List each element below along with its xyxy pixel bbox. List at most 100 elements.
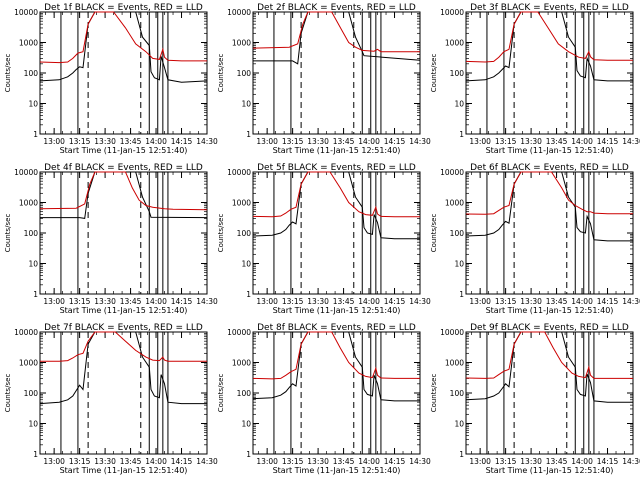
x-tick-label: 13:15	[69, 457, 91, 466]
x-tick-label: 13:45	[546, 297, 568, 306]
y-axis-label: Counts/sec	[4, 54, 12, 93]
y-tick-label: 10000	[227, 168, 251, 177]
x-tick-label: 13:15	[282, 457, 304, 466]
x-tick-label: 13:00	[43, 137, 65, 146]
plot-frame	[252, 331, 421, 455]
plot-frame	[252, 171, 421, 295]
series-line-lld	[40, 331, 207, 362]
x-tick-label: 13:45	[546, 137, 568, 146]
y-tick-label: 1	[33, 290, 38, 299]
y-tick-label: 1	[459, 290, 464, 299]
y-tick-label: 1	[33, 450, 38, 459]
panel-det-5: 1 10 100 1000 10000 13:00 13:15 13:30 13:45 14:00…	[217, 163, 431, 315]
x-tick-label: 14:00	[571, 297, 593, 306]
x-tick-label: 13:45	[333, 137, 355, 146]
series-line-events	[465, 171, 633, 242]
panel-title: Det 8f BLACK = Events, RED = LLD	[257, 323, 416, 333]
y-tick-label: 1	[246, 130, 251, 139]
x-tick-label: 13:15	[282, 297, 304, 306]
series-line-lld	[252, 331, 420, 380]
x-tick-label: 14:15	[384, 457, 406, 466]
x-tick-label: 13:45	[546, 457, 568, 466]
x-tick-label: 13:30	[94, 137, 116, 146]
y-tick-label: 100	[24, 229, 39, 238]
y-axis-label: Counts/sec	[430, 54, 438, 93]
x-tick-label: 13:00	[469, 137, 491, 146]
x-tick-label: 13:45	[120, 457, 142, 466]
panel-det-9: 1 10 100 1000 10000 13:00 13:15 13:30 13:45 14:00…	[430, 323, 640, 475]
plot-frame	[39, 171, 208, 295]
y-axis-label: Counts/sec	[217, 54, 225, 93]
x-tick-label: 14:00	[571, 457, 593, 466]
y-tick-label: 10	[454, 420, 464, 429]
x-tick-label: 13:30	[94, 457, 116, 466]
plot-frame	[39, 331, 208, 455]
panel-det-3: 1 10 100 1000 10000 13:00 13:15 13:30 13:45 14:00…	[430, 3, 640, 155]
y-tick-label: 100	[450, 69, 465, 78]
x-tick-label: 14:00	[358, 457, 380, 466]
x-tick-label: 13:30	[307, 457, 329, 466]
x-tick-label: 14:30	[409, 137, 431, 146]
series-line-events	[39, 11, 208, 83]
y-tick-label: 100	[237, 229, 252, 238]
x-tick-label: 13:30	[307, 137, 329, 146]
y-tick-label: 10	[454, 100, 464, 109]
x-tick-label: 13:30	[94, 297, 116, 306]
y-tick-label: 100	[450, 389, 465, 398]
x-tick-label: 14:30	[409, 297, 431, 306]
panel-det-1: 1 10 100 1000 10000 13:00 13:15 13:30 13:45 14:00…	[4, 3, 218, 155]
series-line-events	[465, 11, 633, 82]
x-axis-label: Start Time (11-Jan-15 12:51:40)	[486, 146, 614, 155]
y-tick-label: 10	[241, 100, 251, 109]
panel-det-2: 1 10 100 1000 10000 13:00 13:15 13:30 13:45 14:00…	[217, 3, 431, 155]
y-tick-label: 1000	[232, 359, 251, 368]
x-tick-label: 13:00	[256, 137, 278, 146]
series-line-events	[465, 331, 633, 403]
y-tick-label: 10	[28, 100, 38, 109]
x-axis-label: Start Time (11-Jan-15 12:51:40)	[273, 146, 401, 155]
x-tick-label: 13:00	[256, 297, 278, 306]
x-tick-label: 14:15	[384, 297, 406, 306]
y-tick-label: 1	[33, 130, 38, 139]
y-tick-label: 1000	[232, 39, 251, 48]
panel-det-8: 1 10 100 1000 10000 13:00 13:15 13:30 13:45 14:00…	[217, 323, 431, 475]
series-line-events	[39, 331, 207, 405]
x-tick-label: 13:45	[333, 457, 355, 466]
panel-det-4: 1 10 100 1000 10000 13:00 13:15 13:30 13:45 14:00…	[4, 163, 218, 315]
series-line-lld	[39, 11, 207, 64]
y-axis-label: Counts/sec	[430, 214, 438, 253]
x-tick-label: 13:30	[307, 297, 329, 306]
y-tick-label: 100	[237, 69, 252, 78]
x-tick-label: 13:00	[256, 457, 278, 466]
series-line-lld	[252, 11, 420, 53]
y-tick-label: 1	[246, 290, 251, 299]
x-tick-label: 13:30	[520, 457, 542, 466]
y-tick-label: 10000	[227, 328, 251, 337]
x-axis-label: Start Time (11-Jan-15 12:51:40)	[273, 306, 401, 315]
x-tick-label: 13:15	[495, 137, 517, 146]
x-tick-label: 13:15	[495, 457, 517, 466]
y-tick-label: 10000	[440, 328, 464, 337]
x-tick-label: 13:15	[69, 297, 91, 306]
x-tick-label: 13:15	[282, 137, 304, 146]
panel-title: Det 9f BLACK = Events, RED = LLD	[470, 323, 629, 333]
series-line-lld	[252, 171, 420, 218]
series-line-lld	[465, 331, 633, 379]
y-tick-label: 1000	[445, 359, 464, 368]
x-tick-label: 13:00	[43, 297, 65, 306]
x-tick-label: 13:45	[333, 297, 355, 306]
x-tick-label: 14:30	[196, 457, 218, 466]
y-axis-label: Counts/sec	[217, 214, 225, 253]
panel-det-7: 1 10 100 1000 10000 13:00 13:15 13:30 13:45 14:00…	[4, 323, 218, 475]
y-tick-label: 1000	[445, 39, 464, 48]
x-tick-label: 14:00	[145, 297, 167, 306]
y-tick-label: 10	[28, 260, 38, 269]
x-tick-label: 13:30	[520, 137, 542, 146]
y-tick-label: 100	[237, 389, 252, 398]
x-tick-label: 14:30	[622, 137, 640, 146]
plot-frame	[465, 331, 634, 455]
x-tick-label: 14:15	[597, 137, 619, 146]
x-tick-label: 13:00	[43, 457, 65, 466]
y-tick-label: 100	[450, 229, 465, 238]
series-line-events	[40, 171, 208, 219]
